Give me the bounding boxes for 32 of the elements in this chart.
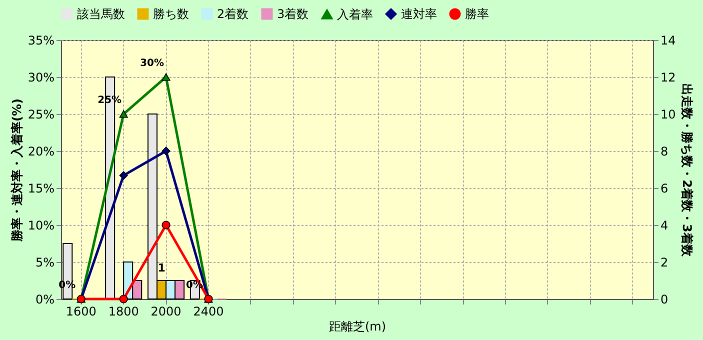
y-axis-title: 勝率・連対率・入着率(%) (10, 98, 24, 242)
y-tick-label: 15% (28, 182, 54, 196)
legend-label: 該当馬数 (77, 7, 125, 21)
y2-tick-label: 8 (660, 144, 668, 158)
legend-label: 入着率 (337, 7, 373, 22)
legend-label: 2着数 (217, 7, 249, 21)
x-tick-label: 1600 (66, 304, 96, 318)
y2-tick-label: 12 (660, 70, 676, 84)
legend-label: 3着数 (277, 7, 309, 21)
legend-label: 勝率 (465, 7, 489, 21)
y2-tick-label: 6 (660, 182, 668, 196)
y2-tick-label: 2 (660, 256, 668, 270)
data-label: 1 (158, 262, 166, 274)
y-tick-label: 10% (28, 218, 54, 232)
x-tick-label: 2000 (150, 304, 182, 318)
y-tick-label: 25% (28, 108, 54, 122)
y-tick-label: 30% (28, 70, 54, 84)
x-axis-title: 距離芝(m) (328, 320, 386, 334)
legend-label: 連対率 (401, 7, 437, 21)
y-tick-label: 35% (28, 34, 54, 48)
y2-tick-label: 4 (660, 218, 668, 232)
y2-tick-label: 0 (660, 292, 668, 306)
x-tick-label: 2400 (193, 304, 224, 318)
y-tick-label: 0% (35, 292, 54, 306)
y-tick-label: 20% (28, 144, 54, 158)
x-tick-label: 1800 (108, 304, 139, 318)
y-tick-label: 5% (35, 256, 54, 270)
y2-tick-label: 14 (660, 34, 676, 48)
y2-axis-title: 出走数・勝ち数・2着数・3着数 (680, 84, 694, 258)
data-label: 30% (140, 58, 164, 69)
y2-tick-label: 10 (660, 108, 676, 122)
legend-label: 勝ち数 (153, 7, 189, 21)
